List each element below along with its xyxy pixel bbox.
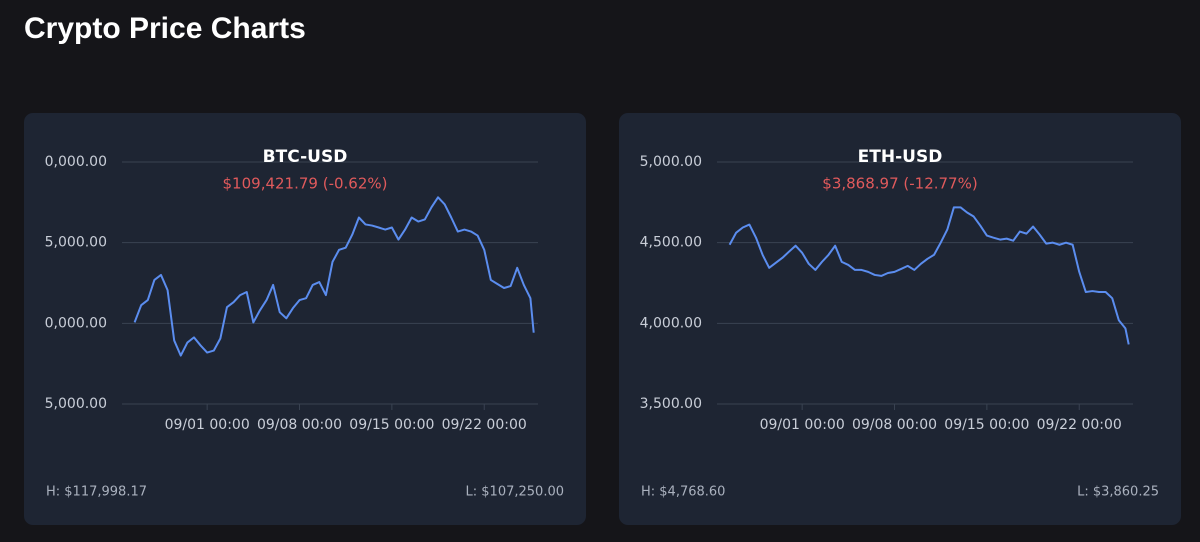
low-label: L: $3,860.25 [1077, 485, 1159, 500]
y-tick-label: 110,000.00 [27, 315, 107, 331]
price-change: $3,868.97 (-12.77%) [822, 175, 977, 193]
x-tick-label: 09/15 00:00 [349, 417, 434, 433]
x-tick-label: 09/15 00:00 [944, 417, 1029, 433]
y-tick-label: $4,000.00 [631, 315, 702, 331]
price-line [728, 206, 1130, 345]
price-line [133, 196, 535, 357]
y-tick-label: $5,000.00 [631, 154, 702, 170]
y-tick-label: 115,000.00 [27, 235, 107, 251]
x-tick-label: 09/08 00:00 [852, 417, 937, 433]
plot-area: 105,000.00 110,000.00 115,000.00 120,000.00… [27, 154, 538, 433]
x-tick-label: 09/01 00:00 [760, 417, 845, 433]
chart: $3,500.00 $4,000.00 $4,500.00 $5,000.00 09/0… [631, 147, 1159, 500]
y-tick-label: 120,000.00 [27, 154, 107, 170]
chart: 105,000.00 110,000.00 115,000.00 120,000.00… [27, 147, 564, 500]
page-title: Crypto Price Charts [24, 12, 306, 45]
x-tick-label: 09/22 00:00 [442, 417, 527, 433]
low-label: L: $107,250.00 [466, 485, 564, 500]
chart-title: BTC-USD [263, 147, 348, 167]
high-label: H: $117,998.17 [46, 485, 147, 500]
high-label: H: $4,768.60 [641, 485, 725, 500]
chart-card: $3,500.00 $4,000.00 $4,500.00 $5,000.00 09/0… [619, 113, 1181, 525]
y-tick-label: 105,000.00 [27, 396, 107, 412]
price-change: $109,421.79 (-0.62%) [223, 175, 388, 193]
x-tick-label: 09/01 00:00 [165, 417, 250, 433]
y-tick-label: $3,500.00 [631, 396, 702, 412]
x-tick-label: 09/08 00:00 [257, 417, 342, 433]
chart-card: 105,000.00 110,000.00 115,000.00 120,000.00… [24, 113, 586, 525]
x-tick-label: 09/22 00:00 [1037, 417, 1122, 433]
y-tick-label: $4,500.00 [631, 235, 702, 251]
chart-title: ETH-USD [858, 147, 943, 167]
plot-area: $3,500.00 $4,000.00 $4,500.00 $5,000.00 09/0… [631, 154, 1133, 433]
